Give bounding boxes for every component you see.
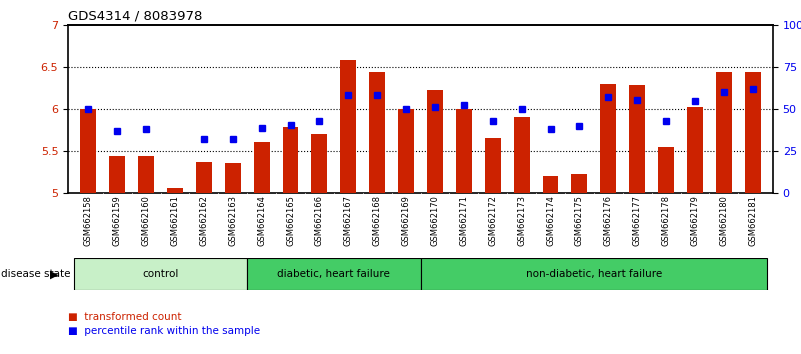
Text: GSM662177: GSM662177: [633, 195, 642, 246]
Text: control: control: [143, 269, 179, 279]
Bar: [601, 84, 616, 193]
Text: GSM662174: GSM662174: [546, 195, 555, 246]
Bar: [716, 72, 732, 193]
Text: GSM662180: GSM662180: [719, 195, 728, 246]
Text: GSM662164: GSM662164: [257, 195, 266, 246]
Bar: [571, 175, 587, 193]
Text: diabetic, heart failure: diabetic, heart failure: [277, 269, 390, 279]
Text: GSM662171: GSM662171: [459, 195, 469, 246]
Text: GSM662173: GSM662173: [517, 195, 526, 246]
Bar: [254, 143, 270, 193]
Text: GSM662169: GSM662169: [401, 195, 411, 246]
Text: ■  percentile rank within the sample: ■ percentile rank within the sample: [68, 326, 260, 336]
Text: GSM662167: GSM662167: [344, 195, 352, 246]
Bar: [196, 162, 211, 193]
Bar: [340, 60, 356, 193]
Text: GSM662170: GSM662170: [430, 195, 440, 246]
Text: GSM662158: GSM662158: [84, 195, 93, 246]
Bar: [398, 109, 414, 193]
Bar: [167, 188, 183, 193]
Text: GSM662175: GSM662175: [575, 195, 584, 246]
Bar: [109, 156, 125, 193]
Text: ▶: ▶: [50, 269, 58, 279]
Text: GSM662168: GSM662168: [372, 195, 382, 246]
Bar: [421, 258, 767, 290]
Bar: [687, 107, 703, 193]
Bar: [80, 109, 96, 193]
Bar: [485, 138, 501, 193]
Text: GSM662181: GSM662181: [748, 195, 757, 246]
Text: GSM662178: GSM662178: [662, 195, 670, 246]
Bar: [658, 147, 674, 193]
Bar: [138, 156, 154, 193]
Text: GSM662166: GSM662166: [315, 195, 324, 246]
Bar: [248, 258, 421, 290]
Bar: [283, 127, 299, 193]
Text: GSM662159: GSM662159: [113, 195, 122, 246]
Text: GSM662162: GSM662162: [199, 195, 208, 246]
Bar: [513, 117, 529, 193]
Text: GSM662176: GSM662176: [604, 195, 613, 246]
Bar: [542, 176, 558, 193]
Text: GSM662172: GSM662172: [489, 195, 497, 246]
Text: non-diabetic, heart failure: non-diabetic, heart failure: [525, 269, 662, 279]
Bar: [745, 72, 761, 193]
Bar: [369, 72, 385, 193]
Bar: [312, 134, 328, 193]
Text: disease state: disease state: [1, 269, 70, 279]
Bar: [630, 85, 645, 193]
Text: GSM662161: GSM662161: [171, 195, 179, 246]
Text: ■  transformed count: ■ transformed count: [68, 312, 182, 322]
Text: GSM662160: GSM662160: [142, 195, 151, 246]
Bar: [74, 258, 248, 290]
Bar: [427, 90, 443, 193]
Text: GDS4314 / 8083978: GDS4314 / 8083978: [68, 9, 203, 22]
Bar: [225, 162, 240, 193]
Text: GSM662179: GSM662179: [690, 195, 699, 246]
Text: GSM662163: GSM662163: [228, 195, 237, 246]
Text: GSM662165: GSM662165: [286, 195, 295, 246]
Bar: [456, 109, 472, 193]
